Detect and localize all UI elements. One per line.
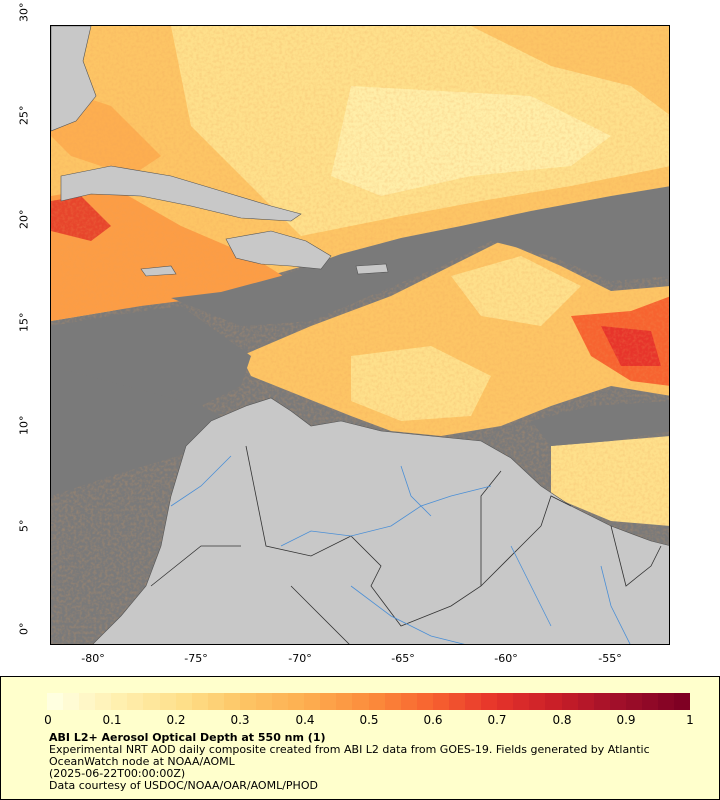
- colorbar-segment: [497, 693, 514, 710]
- colorbar-segment: [529, 693, 546, 710]
- colorbar-segment: [223, 693, 240, 710]
- colorbar-tick: 0.2: [166, 713, 186, 727]
- colorbar-segment: [159, 693, 176, 710]
- colorbar-segment: [657, 693, 675, 710]
- colorbar-segment: [143, 693, 160, 710]
- colorbar-segment: [95, 693, 112, 710]
- colorbar-tick: 0.6: [423, 713, 443, 727]
- land: [51, 26, 669, 644]
- colorbar-tick: 0.3: [230, 713, 250, 727]
- colorbar-segment: [191, 693, 208, 710]
- lon-tick: -80°: [81, 652, 105, 665]
- colorbar-segment: [63, 693, 80, 710]
- colorbar-segment: [448, 693, 466, 710]
- lat-tick: 20°: [17, 209, 31, 230]
- colorbar-segment: [207, 693, 224, 710]
- colorbar-segment: [79, 693, 96, 710]
- colorbar-tick: 0: [44, 713, 52, 727]
- colorbar-segment: [272, 693, 289, 710]
- colorbar-segment: [400, 693, 417, 710]
- country-borders: [150, 445, 662, 644]
- hispaniola-land: [225, 230, 332, 270]
- colorbar-segment: [674, 693, 691, 710]
- legend-title: ABI L2+ Aerosol Optical Depth at 550 nm …: [49, 731, 326, 744]
- colorbar-segment: [625, 693, 642, 710]
- colorbar-segment: [175, 693, 192, 710]
- colorbar-tick: 0.5: [359, 713, 379, 727]
- cuba-land: [60, 165, 302, 222]
- colorbar-segment: [368, 693, 385, 710]
- colorbar-segment: [609, 693, 626, 710]
- lat-tick: 30°: [17, 2, 31, 23]
- colorbar-segment: [256, 693, 273, 710]
- lon-tick: -55°: [598, 652, 622, 665]
- colorbar-segment: [320, 693, 337, 710]
- colorbar-tick: 0.4: [295, 713, 315, 727]
- colorbar-tick: 0.9: [616, 713, 636, 727]
- colorbar-segment: [593, 693, 610, 710]
- lat-tick: 25°: [17, 105, 31, 126]
- colorbar-segment: [336, 693, 353, 710]
- lon-tick: -60°: [494, 652, 518, 665]
- colorbar-segment: [513, 693, 530, 710]
- colorbar-tick: 1: [686, 713, 694, 727]
- no-data-gaps: [51, 186, 669, 496]
- colorbar-segment: [577, 693, 594, 710]
- colorbar-segment: [641, 693, 658, 710]
- colorbar-segment: [127, 693, 144, 710]
- colorbar-tick: 0.1: [102, 713, 122, 727]
- lat-tick: 15°: [17, 312, 31, 333]
- colorbar-segment: [111, 693, 128, 710]
- colorbar-segment: [432, 693, 449, 710]
- colorbar: [47, 693, 691, 710]
- legend-panel: 0 0.1 0.2 0.3 0.4 0.5 0.6 0.7 0.8 0.9 1 …: [0, 676, 720, 800]
- colorbar-segment: [288, 693, 305, 710]
- legend-date: (2025-06-22T00:00:00Z): [49, 767, 186, 780]
- colorbar-segment: [465, 693, 482, 710]
- rivers: [170, 455, 631, 644]
- colorbar-segment: [545, 693, 562, 710]
- lat-tick: 10°: [17, 415, 31, 436]
- legend-text: ABI L2+ Aerosol Optical Depth at 550 nm …: [49, 732, 689, 792]
- colorbar-segment: [481, 693, 498, 710]
- legend-credit: Data courtesy of USDOC/NOAA/OAR/AOML/PHO…: [49, 779, 318, 792]
- lon-tick: -65°: [391, 652, 415, 665]
- puerto-rico-land: [355, 263, 389, 275]
- lon-tick: -75°: [184, 652, 208, 665]
- colorbar-segment: [239, 693, 257, 710]
- map-canvas: [51, 26, 669, 644]
- south-america-land: [92, 397, 669, 644]
- lat-tick: 5°: [17, 519, 31, 533]
- colorbar-segment: [352, 693, 369, 710]
- colorbar-segment: [416, 693, 433, 710]
- lon-tick: -70°: [288, 652, 312, 665]
- aod-map: [50, 25, 670, 645]
- colorbar-segment: [384, 693, 401, 710]
- colorbar-tick: 0.7: [487, 713, 507, 727]
- jamaica-land: [140, 265, 177, 277]
- legend-description: Experimental NRT AOD daily composite cre…: [49, 743, 650, 768]
- colorbar-segment: [47, 693, 64, 710]
- florida-land: [51, 26, 97, 132]
- colorbar-tick: 0.8: [552, 713, 572, 727]
- colorbar-segment: [304, 693, 321, 710]
- colorbar-segment: [561, 693, 578, 710]
- lat-tick: 0°: [17, 622, 31, 636]
